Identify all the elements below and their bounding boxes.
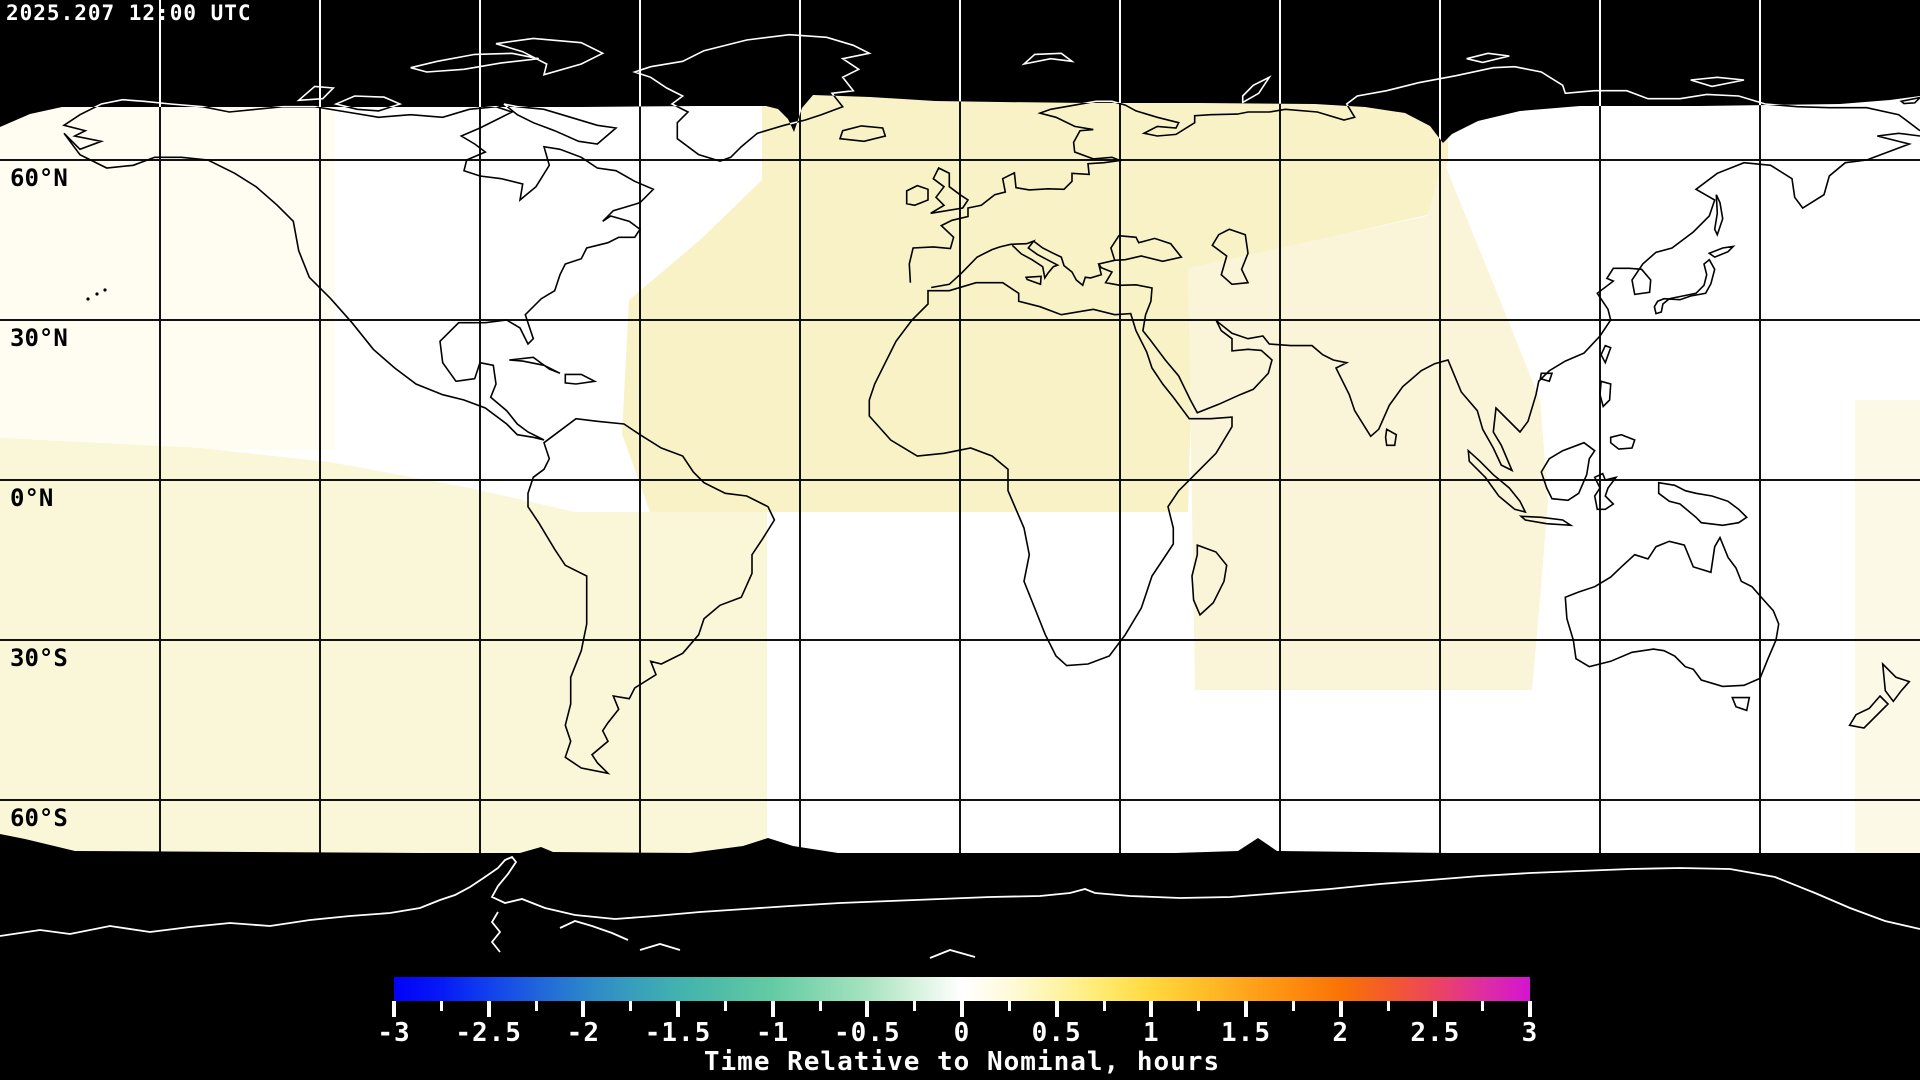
colorbar-major-tick: [676, 1001, 680, 1017]
colorbar-major-tick: [1433, 1001, 1438, 1017]
antarctica-coastline: [0, 855, 1920, 959]
lat-label-30n: 30°N: [10, 324, 68, 352]
colorbar-minor-tick: [629, 1001, 633, 1011]
swath-center: [622, 85, 1448, 512]
colorbar-major-tick: [486, 1001, 491, 1017]
colorbar: -3 -2.5 -2 -1.5 -1 -0.5 0 0.5 1 1.5 2 2.5 3 Time Rel…: [377, 977, 1537, 1077]
colorbar-major-tick: [392, 1001, 396, 1017]
colorbar-minor-tick: [1007, 1001, 1011, 1011]
colorbar-tick-label: 1: [1143, 1018, 1160, 1048]
colorbar-minor-tick: [913, 1001, 917, 1011]
colorbar-minor-tick: [723, 1001, 727, 1011]
colorbar-minor-tick: [439, 1001, 443, 1011]
world-map: 60°N 30°N 0°N 30°S 60°S: [0, 0, 1920, 960]
colorbar-major-tick: [1528, 1001, 1532, 1017]
colorbar-minor-tick: [534, 1001, 538, 1011]
swath-west-cream: [0, 85, 335, 450]
swath-east: [1188, 160, 1548, 690]
swath-tints: [0, 85, 1920, 853]
colorbar-major-tick: [1149, 1001, 1154, 1017]
swath-far-right: [1855, 400, 1920, 853]
colorbar-minor-tick: [1102, 1001, 1106, 1011]
colorbar-tick-label: 0.5: [1031, 1018, 1082, 1048]
colorbar-tick-label: -2.5: [455, 1018, 522, 1048]
colorbar-title: Time Relative to Nominal, hours: [703, 1047, 1221, 1077]
lat-label-60s: 60°S: [10, 804, 68, 832]
colorbar-major-tick: [770, 1001, 775, 1017]
colorbar-tick-label: 3: [1521, 1018, 1539, 1048]
colorbar-gradient: [394, 977, 1530, 1001]
lat-label-30s: 30°S: [10, 644, 68, 672]
colorbar-major-tick: [960, 1001, 964, 1017]
colorbar-tick-label: -1: [756, 1018, 790, 1048]
colorbar-minor-tick: [1481, 1001, 1485, 1011]
colorbar-tick-label: 2: [1332, 1018, 1349, 1048]
graticule: [0, 0, 1920, 960]
lat-label-0n: 0°N: [10, 484, 53, 512]
colorbar-major-tick: [865, 1001, 870, 1017]
colorbar-tick-label: 1.5: [1221, 1018, 1271, 1048]
swath-south: [0, 438, 767, 853]
colorbar-tick-label: -3: [377, 1018, 411, 1048]
terminator-bottom: [0, 834, 1920, 960]
colorbar-major-tick: [1244, 1001, 1248, 1017]
colorbar-major-tick: [581, 1001, 586, 1017]
colorbar-major-tick: [1054, 1001, 1059, 1017]
timestamp: 2025.207 12:00 UTC: [6, 1, 252, 25]
colorbar-tick-label: 0: [953, 1018, 971, 1048]
colorbar-minor-tick: [818, 1001, 822, 1011]
colorbar-major-tick: [1338, 1001, 1343, 1017]
colorbar-tick-label: -2: [566, 1018, 600, 1048]
colorbar-tick-label: -1.5: [644, 1018, 712, 1048]
colorbar-tick-label: 2.5: [1410, 1018, 1461, 1048]
colorbar-minor-tick: [1197, 1001, 1201, 1011]
colorbar-minor-tick: [1386, 1001, 1390, 1011]
colorbar-tick-label: -0.5: [834, 1018, 901, 1048]
lat-label-60n: 60°N: [10, 164, 68, 192]
colorbar-minor-tick: [1291, 1001, 1295, 1011]
